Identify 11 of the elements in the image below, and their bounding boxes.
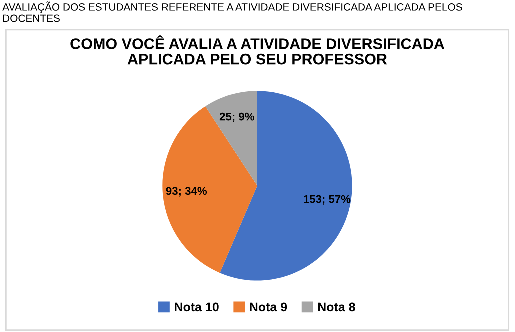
- text: AVALIAÇÃO DOS ESTUDANTES REFERENTE A ATIVIDADE DIVERSIFICADA APLICADA PELOS DOCENTES: [2, 2, 462, 22]
- legend-label: Nota 10: [175, 302, 219, 312]
- data-label: 93; 34%: [166, 187, 208, 197]
- pie-slice: [206, 91, 258, 186]
- legend-label: Nota 8: [318, 302, 356, 312]
- chart-title: COMO VOCÊ AVALIA A ATIVIDADE DIVERSIFICADA APLICADA PELO SEU PROFESSOR: [70, 36, 445, 65]
- data-label: 25; 9%: [220, 112, 254, 122]
- pie-slice: [220, 91, 352, 281]
- data-label: 153; 57%: [304, 195, 351, 205]
- legend-label: Nota 9: [250, 302, 288, 312]
- pie-slice: [162, 106, 258, 274]
